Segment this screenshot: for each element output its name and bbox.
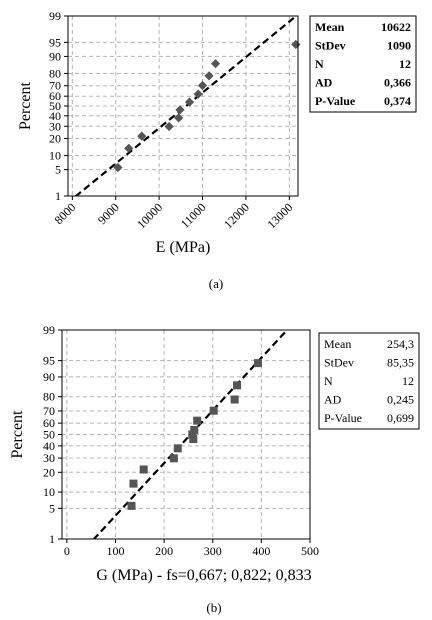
y-tick-label: 70	[43, 404, 55, 418]
data-point	[188, 430, 197, 439]
x-tick-label: 13000	[264, 200, 295, 231]
figure-caption: (a)	[209, 276, 223, 291]
data-point	[210, 59, 221, 69]
y-tick-label: 60	[43, 416, 55, 430]
figure-caption: (b)	[206, 600, 221, 615]
stats-label: Mean	[324, 337, 351, 351]
data-point	[127, 501, 136, 510]
y-tick-label: 70	[49, 79, 61, 93]
data-point	[291, 39, 301, 50]
y-tick-label: 99	[43, 323, 55, 337]
y-tick-label: 99	[49, 9, 61, 23]
data-point	[189, 435, 198, 444]
x-axis-label: G (MPa) - fs=0,667; 0,822; 0,833	[96, 567, 311, 584]
stats-label: N	[324, 374, 333, 388]
data-point	[184, 97, 195, 107]
stats-value: 1090	[387, 39, 411, 53]
y-tick-label: 20	[49, 132, 61, 146]
data-point	[233, 381, 242, 390]
y-tick-label: 30	[43, 451, 55, 465]
stats-box-frame	[318, 332, 420, 430]
y-axis-label: Percent	[17, 81, 34, 130]
x-tick-label: 8000	[52, 200, 79, 227]
y-tick-label: 80	[49, 66, 61, 80]
data-point	[197, 80, 208, 91]
data-point	[193, 89, 203, 99]
stats-label: StDev	[315, 39, 346, 53]
stats-value: 254,3	[387, 337, 414, 351]
x-tick-label: 9000	[95, 200, 122, 227]
data-point	[190, 425, 199, 434]
stats-value: 12	[402, 374, 414, 388]
x-tick-label: 500	[301, 544, 319, 558]
data-point	[124, 143, 134, 153]
y-tick-label: 90	[49, 49, 61, 63]
y-tick-label: 40	[43, 439, 55, 453]
stats-label: Mean	[315, 20, 345, 34]
stats-box: Mean 10622 StDev 1090 N 12 AD 0,366 P-Value 0,374	[309, 15, 417, 113]
x-tick-label: 11000	[178, 200, 209, 231]
x-tick-label: 12000	[221, 200, 252, 231]
data-point	[137, 131, 147, 141]
y-tick-label: 30	[49, 119, 61, 133]
y-tick-label: 95	[43, 354, 55, 368]
data-point	[113, 162, 123, 173]
data-point	[169, 454, 178, 463]
stats-box: Mean 254,3 StDev 85,35 N 12 AD 0,245 P-Value 0,69…	[318, 332, 420, 430]
stats-value: 0,245	[387, 393, 414, 407]
y-tick-label: 80	[43, 390, 55, 404]
y-tick-label: 95	[49, 35, 61, 49]
x-axis-label: E (MPa)	[156, 239, 211, 256]
y-tick-label: 1	[49, 532, 55, 546]
x-tick-label: 100	[106, 544, 124, 558]
x-tick-label: 10000	[134, 200, 165, 231]
stats-value: 0,699	[387, 411, 414, 425]
data-point	[173, 444, 182, 453]
stats-value: 12	[399, 57, 411, 71]
stats-label: N	[315, 57, 324, 71]
stats-label: StDev	[324, 356, 354, 370]
data-point	[204, 71, 214, 81]
data-point	[174, 113, 184, 123]
y-tick-label: 50	[43, 428, 55, 442]
y-tick-label: 10	[49, 149, 61, 163]
stats-label: AD	[315, 76, 333, 90]
data-point	[230, 395, 239, 404]
y-tick-label: 1	[55, 189, 61, 203]
stats-label: AD	[324, 393, 342, 407]
stats-label: P-Value	[324, 411, 362, 425]
fit-line	[74, 16, 298, 196]
data-point	[175, 105, 185, 115]
y-tick-label: 5	[55, 163, 61, 177]
stats-label: P-Value	[315, 94, 356, 108]
y-tick-label: 90	[43, 370, 55, 384]
stats-value: 0,366	[384, 76, 411, 90]
data-point	[209, 406, 218, 415]
y-tick-label: 50	[49, 99, 61, 113]
y-axis-label: Percent	[9, 410, 26, 459]
y-tick-label: 10	[43, 485, 55, 499]
x-tick-label: 300	[204, 544, 222, 558]
stats-box-frame	[309, 15, 417, 113]
stats-value: 85,35	[387, 356, 414, 370]
data-point	[139, 465, 148, 474]
y-tick-label: 40	[49, 109, 61, 123]
x-tick-label: 200	[155, 544, 173, 558]
data-point	[253, 359, 262, 368]
stats-value: 0,374	[384, 94, 411, 108]
y-tick-label: 60	[49, 89, 61, 103]
x-tick-label: 0	[64, 544, 70, 558]
data-point	[129, 479, 138, 488]
x-tick-label: 400	[252, 544, 270, 558]
data-point	[164, 121, 174, 132]
y-tick-label: 5	[49, 501, 55, 515]
data-point	[193, 416, 202, 425]
stats-value: 10622	[381, 20, 411, 34]
y-tick-label: 20	[43, 465, 55, 479]
